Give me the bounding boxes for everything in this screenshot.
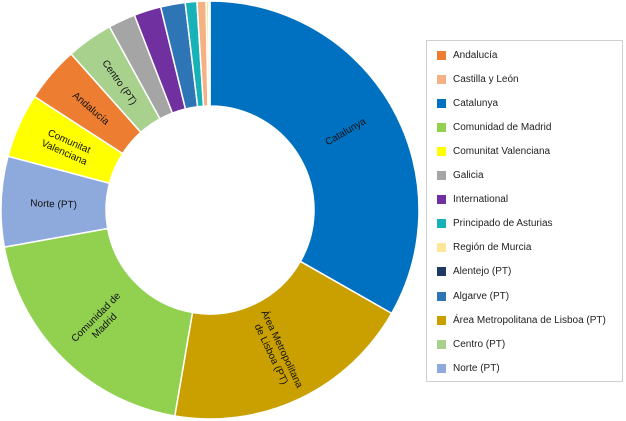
legend-label: Principado de Asturias (453, 218, 553, 230)
legend-label: Norte (PT) (453, 362, 500, 374)
legend-item-castilla-y-leon: Castilla y León (437, 71, 519, 87)
legend-item-principado-de-asturias: Principado de Asturias (437, 216, 553, 232)
legend-swatch (437, 122, 446, 132)
legend-label: Andalucía (453, 49, 498, 61)
legend-label: Área Metropolitana de Lisboa (PT) (453, 314, 606, 326)
slice-alentejo-pt (207, 0, 211, 107)
legend-swatch (437, 146, 446, 156)
legend-swatch (437, 243, 446, 253)
legend-item-international: International (437, 192, 508, 208)
legend-swatch (437, 74, 446, 84)
legend-label: Alentejo (PT) (453, 266, 512, 278)
legend-swatch (437, 315, 446, 325)
slice-comunidad-de-madrid (3, 227, 194, 417)
legend-label: Algarve (PT) (453, 290, 510, 302)
donut-slices (0, 0, 420, 420)
legend-item-galicia: Galicia (437, 168, 484, 184)
legend-label: Comunitat Valenciana (453, 145, 551, 157)
legend-label: Castilla y León (453, 73, 519, 85)
slice-catalunya (209, 0, 420, 315)
slice-area-metropolitana-de-lisboa-pt (173, 260, 393, 420)
chart-legend: Andalucía Castilla y León Catalunya Comunid… (426, 40, 623, 382)
legend-label: Región de Murcia (453, 242, 532, 254)
legend-swatch (437, 195, 446, 205)
legend-item-andalucia: Andalucía (437, 47, 497, 63)
legend-item-norte-pt: Norte (PT) (437, 360, 500, 376)
legend-label: Catalunya (453, 97, 499, 109)
legend-item-comunidad-de-madrid: Comunidad de Madrid (437, 119, 551, 135)
slice-label-norte-pt: Norte (PT) (30, 198, 77, 211)
legend-swatch (437, 171, 446, 180)
legend-item-comunitat-valenciana: Comunitat Valenciana (437, 143, 550, 159)
legend-item-area-metropolitana-de-lisboa-pt: Área Metropolitana de Lisboa (PT) (437, 312, 606, 328)
legend-item-centro-pt: Centro (PT) (437, 336, 505, 352)
legend-item-catalunya: Catalunya (437, 95, 498, 111)
legend-swatch (437, 219, 446, 229)
legend-item-region-de-murcia: Región de Murcia (437, 240, 531, 256)
legend-label: Comunidad de Madrid (453, 121, 552, 133)
legend-label: International (453, 194, 509, 206)
legend-item-alentejo-pt: Alentejo (PT) (437, 264, 511, 280)
legend-swatch (437, 291, 446, 301)
legend-swatch (437, 50, 446, 60)
legend-label: Galicia (453, 170, 484, 181)
legend-swatch (437, 339, 446, 349)
legend-item-algarve-pt: Algarve (PT) (437, 288, 509, 304)
legend-swatch (437, 267, 446, 277)
legend-swatch (437, 363, 446, 373)
legend-swatch (437, 98, 446, 108)
legend-label: Centro (PT) (453, 338, 506, 350)
